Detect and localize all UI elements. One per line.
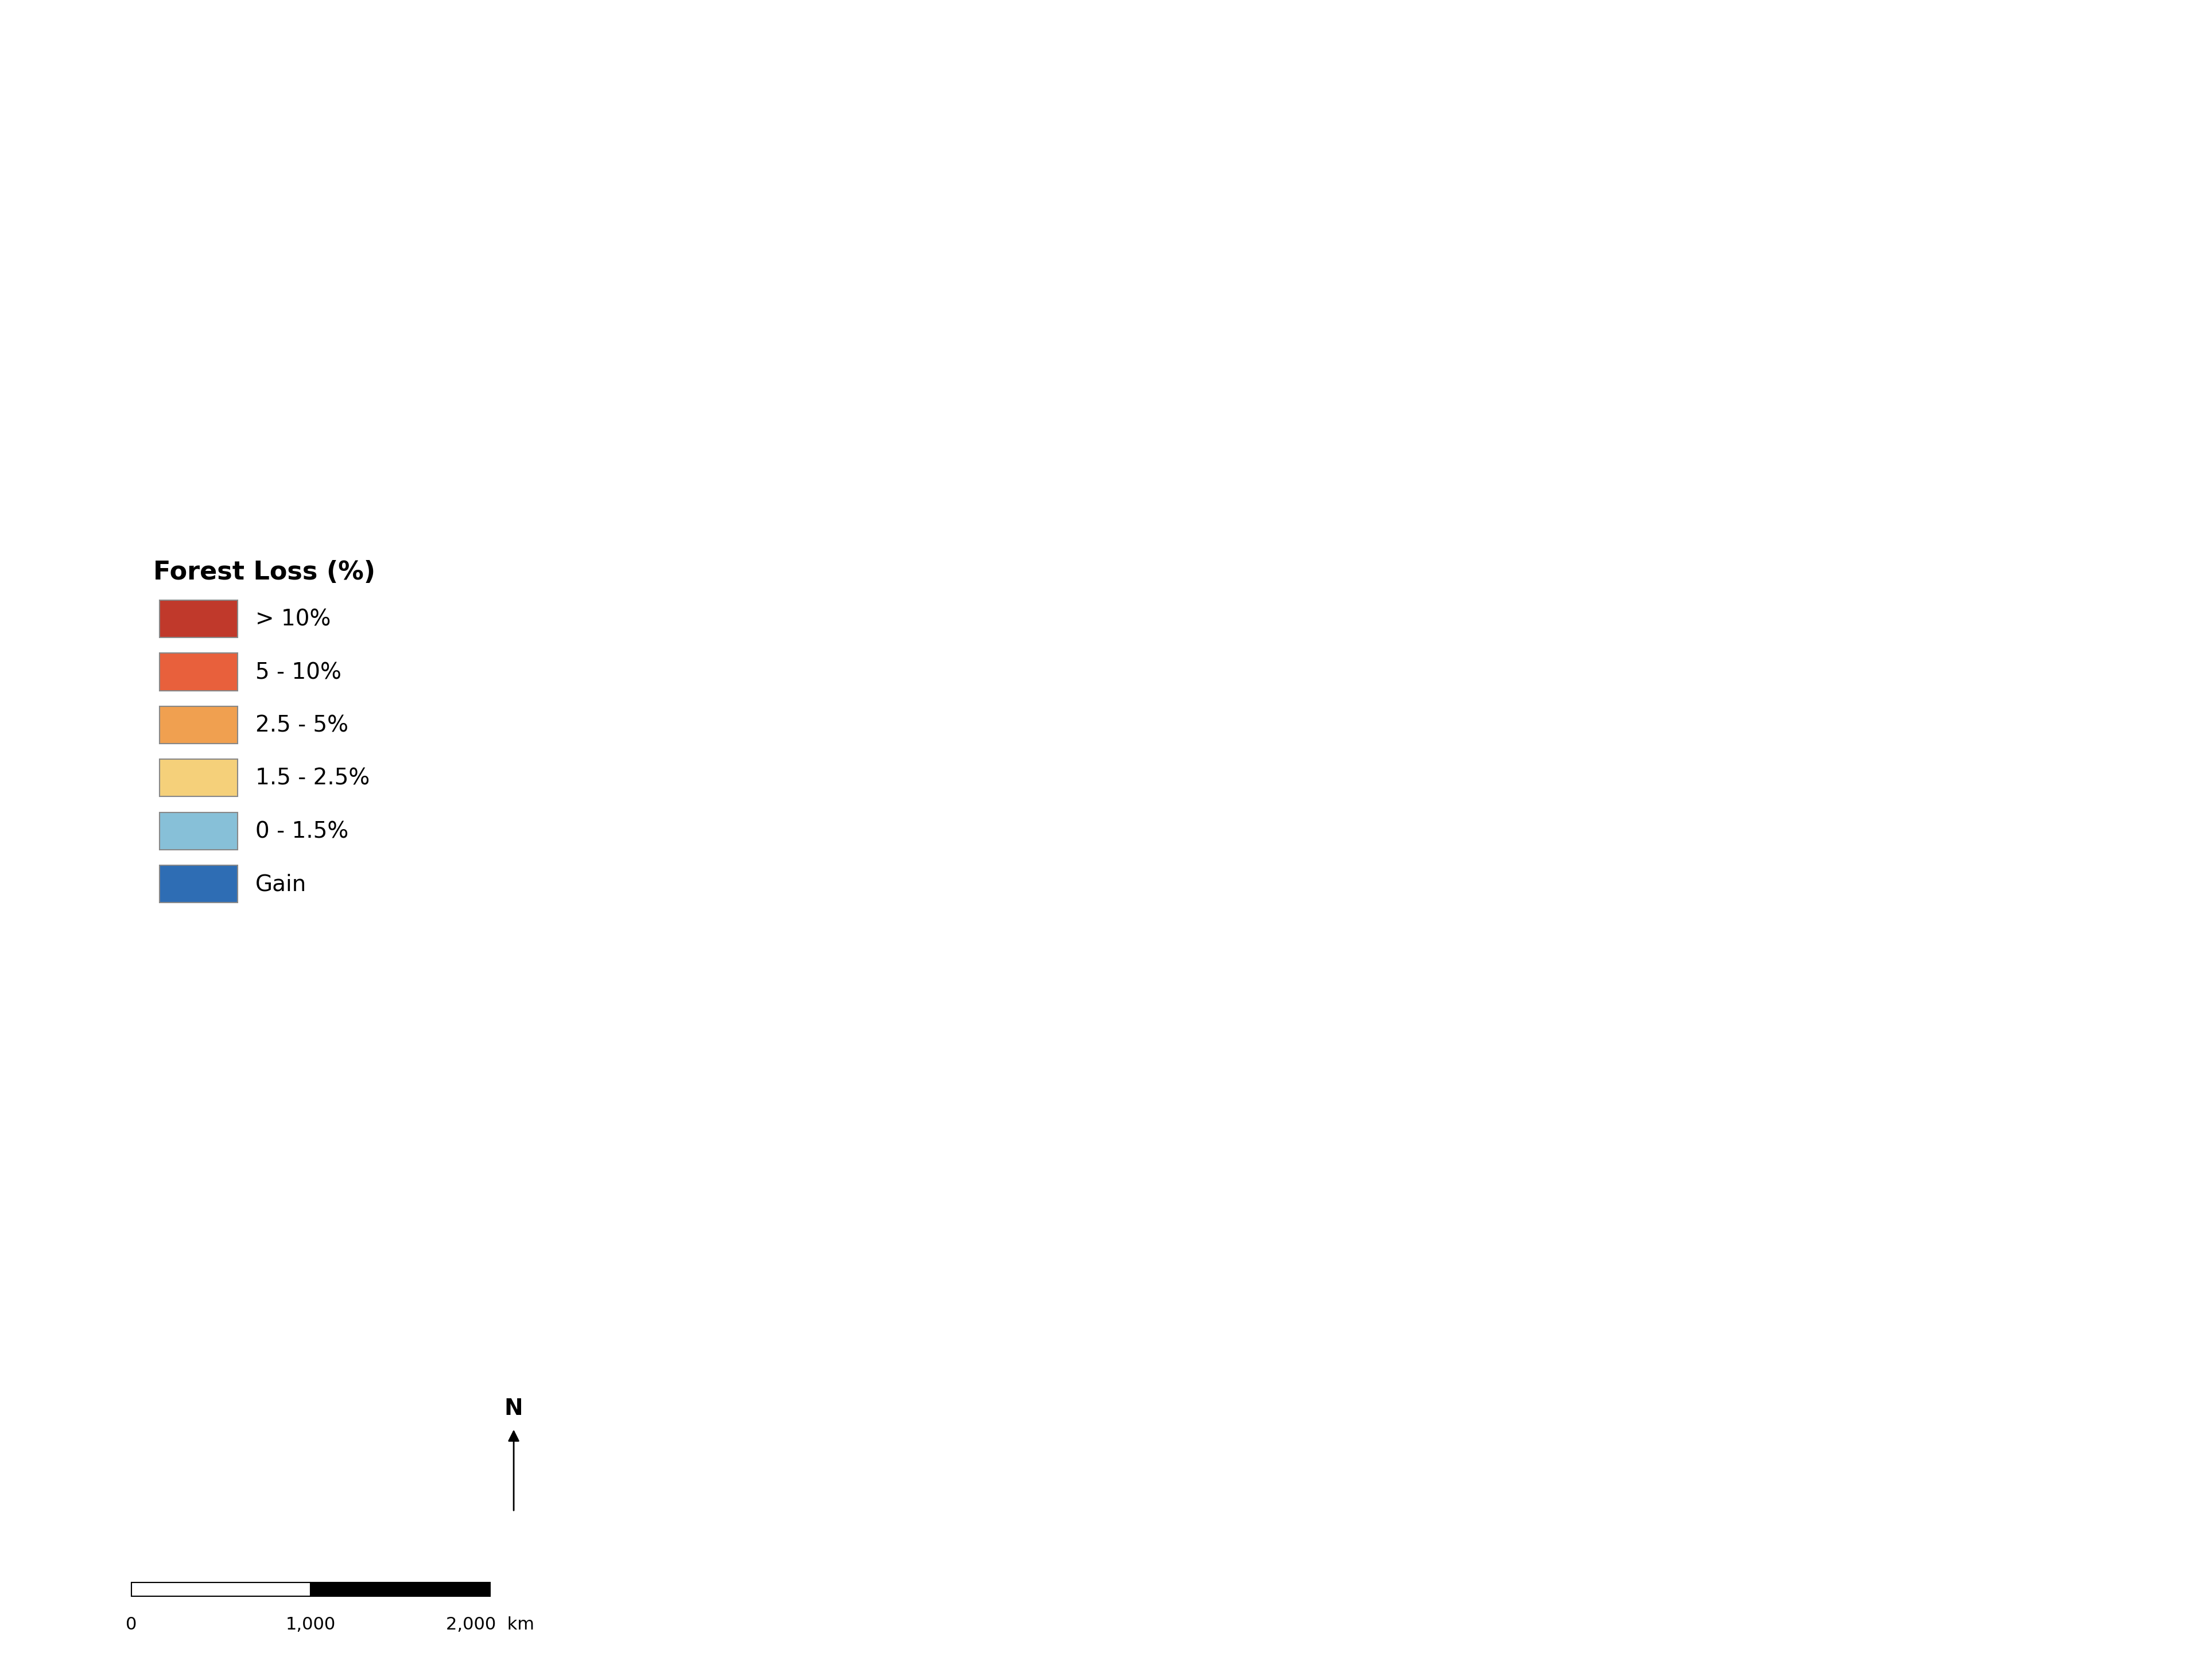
Text: 2,000  km: 2,000 km <box>446 1616 533 1633</box>
Legend: > 10%, 5 - 10%, 2.5 - 5%, 1.5 - 2.5%, 0 - 1.5%, Gain: > 10%, 5 - 10%, 2.5 - 5%, 1.5 - 2.5%, 0 … <box>142 549 387 914</box>
Text: N: N <box>505 1398 522 1420</box>
Text: 0: 0 <box>125 1616 138 1633</box>
Text: 1,000: 1,000 <box>286 1616 337 1633</box>
